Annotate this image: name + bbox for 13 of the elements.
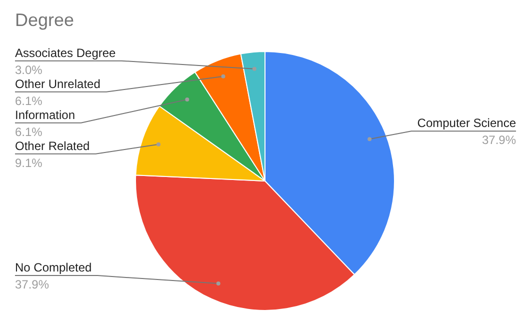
slice-label: Other Unrelated [15,76,100,91]
slice-label: Computer Science [417,116,516,130]
slice-label: Other Related [15,138,90,153]
data-label: 3.0% [15,62,43,77]
slice-label: Information [15,108,76,122]
data-label: 9.1% [15,156,43,170]
slice-label: Associates Degree [15,46,116,60]
data-label: 6.1% [15,94,43,108]
data-label: 37.9% [15,278,50,292]
data-label: 37.9% [482,133,516,148]
chart-title: Degree [15,10,74,30]
data-label: 6.1% [15,124,43,139]
slice-label: No Completed [15,260,92,275]
